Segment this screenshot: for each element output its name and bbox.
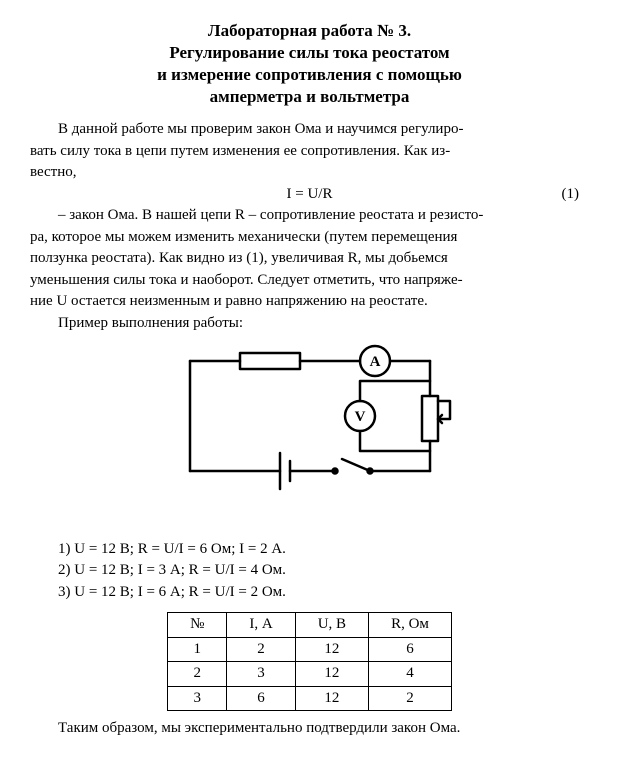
calc-item-3: 3) U = 12 В; I = 6 А; R = U/I = 2 Ом. xyxy=(58,583,589,603)
title-line1: Лабораторная работа № 3. xyxy=(30,20,589,42)
circuit-svg: A V xyxy=(150,341,470,521)
table-cell: 3 xyxy=(227,662,295,687)
calc-item-1: 1) U = 12 В; R = U/I = 6 Ом; I = 2 А. xyxy=(58,540,589,560)
circuit-diagram: A V xyxy=(30,341,589,528)
ammeter-label: A xyxy=(369,354,380,370)
title-line4: амперметра и вольтметра xyxy=(30,86,589,108)
formula-row: I = U/R (1) xyxy=(30,185,589,205)
lab-title: Лабораторная работа № 3. Регулирование с… xyxy=(30,20,589,108)
table-cell: 12 xyxy=(295,686,368,711)
intro-p2e: ние U остается неизменным и равно напряж… xyxy=(30,292,589,312)
intro-p1a: В данной работе мы проверим закон Ома и … xyxy=(30,120,589,140)
intro-p2d: уменьшения силы тока и наоборот. Следует… xyxy=(30,271,589,291)
conclusion-text: Таким образом, мы экспериментально подтв… xyxy=(30,719,589,739)
voltmeter-label: V xyxy=(354,409,365,425)
intro-p1b: вать силу тока в цепи путем изменения ее… xyxy=(30,142,589,162)
results-table: № I, А U, В R, Ом 1 2 12 6 2 3 12 4 3 6 … xyxy=(167,612,452,711)
table-header: R, Ом xyxy=(369,613,452,638)
intro-p2a: – закон Ома. В нашей цепи R – сопротивле… xyxy=(30,206,589,226)
table-row: 1 2 12 6 xyxy=(168,637,452,662)
intro-p1c: вестно, xyxy=(30,163,589,183)
intro-p2c: ползунка реостата). Как видно из (1), ув… xyxy=(30,249,589,269)
calc-item-2: 2) U = 12 В; I = 3 А; R = U/I = 4 Ом. xyxy=(58,561,589,581)
table-row: 3 6 12 2 xyxy=(168,686,452,711)
table-cell: 2 xyxy=(227,637,295,662)
table-cell: 2 xyxy=(369,686,452,711)
table-cell: 3 xyxy=(168,686,227,711)
title-line2: Регулирование силы тока реостатом xyxy=(30,42,589,64)
table-cell: 6 xyxy=(369,637,452,662)
formula-number: (1) xyxy=(549,185,579,205)
title-line3: и измерение сопротивления с помощью xyxy=(30,64,589,86)
calculation-list: 1) U = 12 В; R = U/I = 6 Ом; I = 2 А. 2)… xyxy=(58,540,589,603)
table-cell: 4 xyxy=(369,662,452,687)
table-cell: 12 xyxy=(295,662,368,687)
table-cell: 6 xyxy=(227,686,295,711)
table-cell: 2 xyxy=(168,662,227,687)
table-header-row: № I, А U, В R, Ом xyxy=(168,613,452,638)
table-header: I, А xyxy=(227,613,295,638)
intro-p2b: ра, которое мы можем изменить механическ… xyxy=(30,228,589,248)
formula-text: I = U/R xyxy=(70,185,549,205)
table-cell: 12 xyxy=(295,637,368,662)
table-row: 2 3 12 4 xyxy=(168,662,452,687)
table-cell: 1 xyxy=(168,637,227,662)
table-header: U, В xyxy=(295,613,368,638)
table-header: № xyxy=(168,613,227,638)
example-label: Пример выполнения работы: xyxy=(30,314,589,334)
